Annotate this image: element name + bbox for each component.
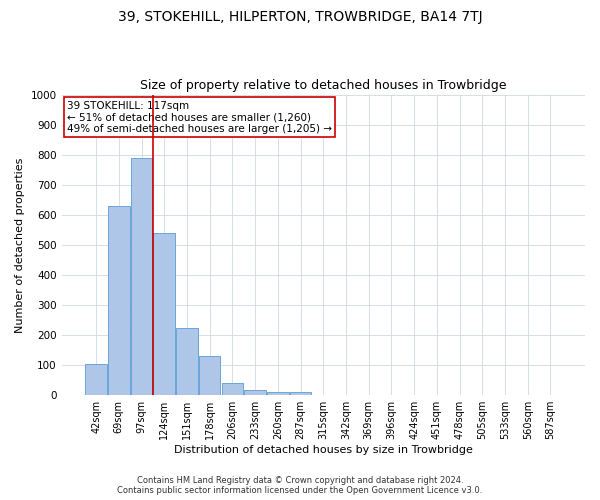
Text: Contains HM Land Registry data © Crown copyright and database right 2024.
Contai: Contains HM Land Registry data © Crown c… [118, 476, 482, 495]
Bar [199, 356, 220, 395]
Bar [108, 206, 130, 395]
Bar [267, 392, 289, 395]
Bar [221, 382, 243, 395]
Bar [244, 390, 266, 395]
Bar [85, 364, 107, 395]
Bar [131, 158, 152, 395]
Bar [176, 328, 198, 395]
Text: 39, STOKEHILL, HILPERTON, TROWBRIDGE, BA14 7TJ: 39, STOKEHILL, HILPERTON, TROWBRIDGE, BA… [118, 10, 482, 24]
X-axis label: Distribution of detached houses by size in Trowbridge: Distribution of detached houses by size … [174, 445, 473, 455]
Bar [290, 392, 311, 395]
Title: Size of property relative to detached houses in Trowbridge: Size of property relative to detached ho… [140, 79, 506, 92]
Text: 39 STOKEHILL: 117sqm
← 51% of detached houses are smaller (1,260)
49% of semi-de: 39 STOKEHILL: 117sqm ← 51% of detached h… [67, 100, 332, 134]
Bar [154, 233, 175, 395]
Y-axis label: Number of detached properties: Number of detached properties [15, 157, 25, 332]
